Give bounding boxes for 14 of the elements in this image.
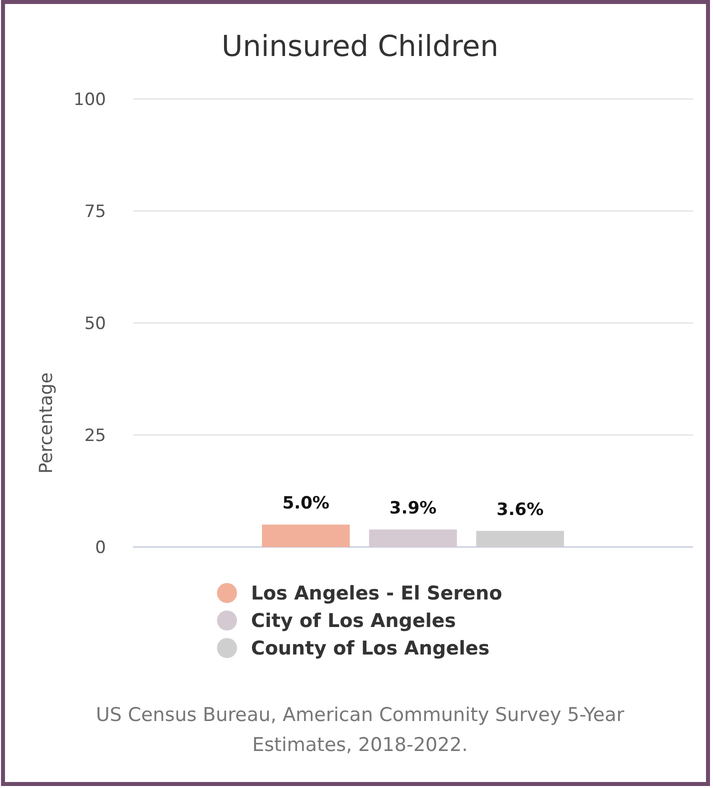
legend-label: City of Los Angeles	[251, 610, 456, 632]
chart-title: Uninsured Children	[222, 29, 498, 63]
y-tick-label: 100	[74, 90, 106, 110]
text: US Census Bureau, American Community Survey 5-Year Estimates, 2018-2022.	[94, 703, 626, 758]
data-label: 3.6%	[496, 500, 544, 520]
y-tick-label: 0	[95, 538, 106, 558]
y-tick-label: 50	[84, 314, 106, 334]
y-tick-label: 25	[84, 426, 106, 446]
y-tick-label: 75	[84, 202, 106, 222]
y-axis-title: Percentage	[36, 372, 57, 474]
data-label: 3.9%	[389, 498, 437, 519]
legend-label: Los Angeles - El Sereno	[251, 582, 502, 605]
legend-label: County of Los Angeles	[251, 638, 490, 660]
data-label: 5.0%	[282, 494, 330, 514]
